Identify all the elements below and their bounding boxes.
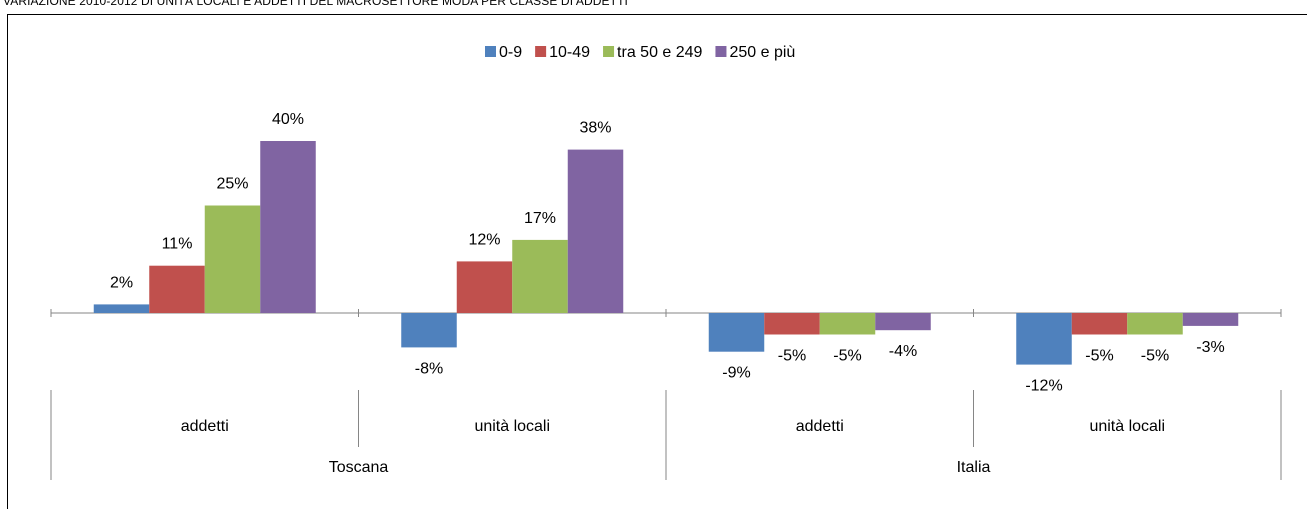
data-label: -5% xyxy=(1085,348,1113,365)
bar-250-e-più-0 xyxy=(260,141,316,313)
bar-tra-50-e-249-3 xyxy=(1127,313,1183,335)
bar-10-49-3 xyxy=(1071,313,1128,335)
data-label: 12% xyxy=(468,231,500,248)
data-label: -5% xyxy=(778,348,806,365)
bar-250-e-più-2 xyxy=(875,313,931,331)
legend-swatch xyxy=(535,46,547,57)
page-title: VARIAZIONE 2010-2012 DI UNITÀ LOCALI E A… xyxy=(3,0,628,8)
x-tick-label: addetti xyxy=(181,418,229,435)
data-label: -12% xyxy=(1025,378,1062,395)
legend-swatch xyxy=(603,46,615,57)
bar-10-49-1 xyxy=(456,261,513,313)
bar-250-e-più-3 xyxy=(1182,313,1239,326)
x-tick-label: addetti xyxy=(796,418,844,435)
data-label: 40% xyxy=(272,111,304,128)
data-label: -9% xyxy=(722,365,750,382)
bar-0-9-0 xyxy=(93,304,150,313)
x-tick-label: unità locali xyxy=(474,418,550,435)
data-label: 11% xyxy=(162,236,193,253)
data-label: 25% xyxy=(216,176,248,193)
x-group-label: Italia xyxy=(957,459,991,476)
bar-0-9-1 xyxy=(401,313,457,348)
legend-label: 10-49 xyxy=(549,44,590,61)
x-group-label: Toscana xyxy=(329,459,389,476)
legend-swatch xyxy=(485,46,496,57)
bar-250-e-più-1 xyxy=(567,149,624,313)
bar-0-9-3 xyxy=(1016,313,1072,365)
data-label: 17% xyxy=(524,210,556,227)
data-label: 38% xyxy=(579,120,611,137)
data-label: -8% xyxy=(415,360,443,377)
legend-label: 250 e più xyxy=(729,44,795,61)
chart-frame xyxy=(7,14,1307,509)
bar-0-9-2 xyxy=(708,313,765,352)
x-tick-label: unità locali xyxy=(1089,418,1165,435)
bar-tra-50-e-249-0 xyxy=(204,205,261,313)
bar-tra-50-e-249-1 xyxy=(512,239,568,313)
bar-10-49-2 xyxy=(764,313,820,335)
data-label: -5% xyxy=(1141,348,1169,365)
bar-tra-50-e-249-2 xyxy=(819,313,876,335)
legend-label: tra 50 e 249 xyxy=(617,44,703,61)
data-label: -5% xyxy=(833,348,861,365)
data-label: 2% xyxy=(110,274,133,291)
data-label: -4% xyxy=(889,343,917,360)
legend-swatch xyxy=(715,46,727,57)
legend-label: 0-9 xyxy=(499,44,522,61)
data-label: -3% xyxy=(1196,339,1224,356)
bar-10-49-0 xyxy=(149,265,205,313)
